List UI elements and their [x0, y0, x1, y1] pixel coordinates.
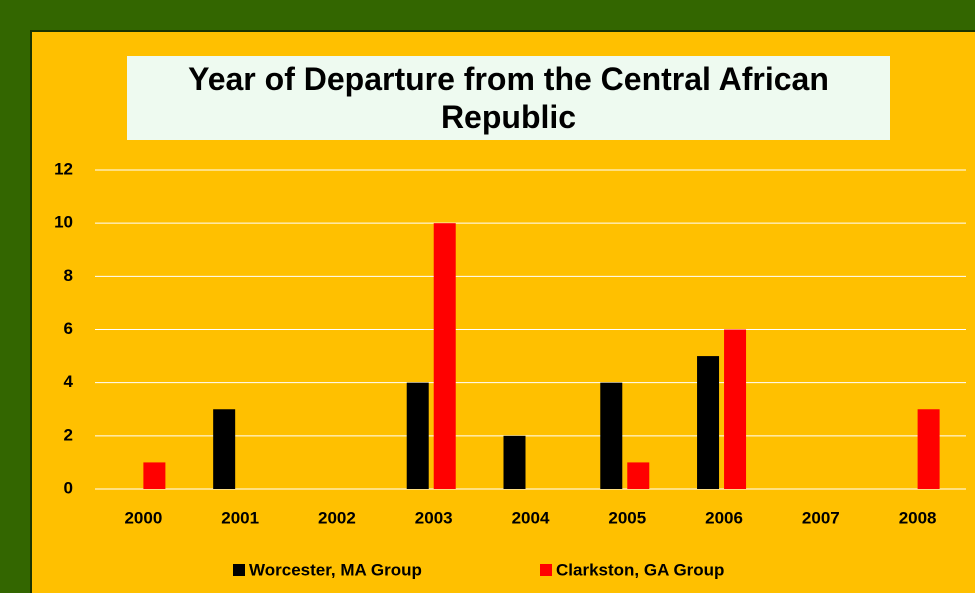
legend-swatch	[233, 564, 245, 576]
legend-label: Worcester, MA Group	[249, 560, 422, 579]
y-tick-label: 8	[64, 266, 73, 285]
y-tick-label: 4	[64, 372, 74, 391]
y-tick-label: 2	[64, 425, 73, 444]
x-tick-label: 2000	[124, 508, 162, 527]
bar	[433, 223, 456, 489]
x-tick-label: 2003	[415, 508, 453, 527]
y-tick-label: 10	[54, 213, 73, 232]
bar	[143, 462, 166, 489]
x-tick-label: 2005	[608, 508, 646, 527]
x-tick-label: 2008	[899, 508, 937, 527]
x-tick-label: 2004	[512, 508, 550, 527]
chart-title: Year of Departure from the Central Afric…	[127, 56, 890, 140]
x-tick-label: 2006	[705, 508, 743, 527]
y-tick-label: 6	[64, 319, 73, 338]
y-tick-label: 0	[64, 478, 73, 497]
bar	[917, 409, 940, 489]
legend-swatch	[540, 564, 552, 576]
bar	[724, 329, 747, 489]
y-tick-label: 12	[54, 159, 73, 178]
bar	[600, 382, 623, 489]
bar	[627, 462, 650, 489]
bar	[406, 382, 429, 489]
x-tick-label: 2001	[221, 508, 259, 527]
x-tick-label: 2007	[802, 508, 840, 527]
bar	[503, 435, 526, 489]
bar	[213, 409, 236, 489]
bar	[697, 356, 720, 489]
legend-label: Clarkston, GA Group	[556, 560, 724, 579]
x-tick-label: 2002	[318, 508, 356, 527]
